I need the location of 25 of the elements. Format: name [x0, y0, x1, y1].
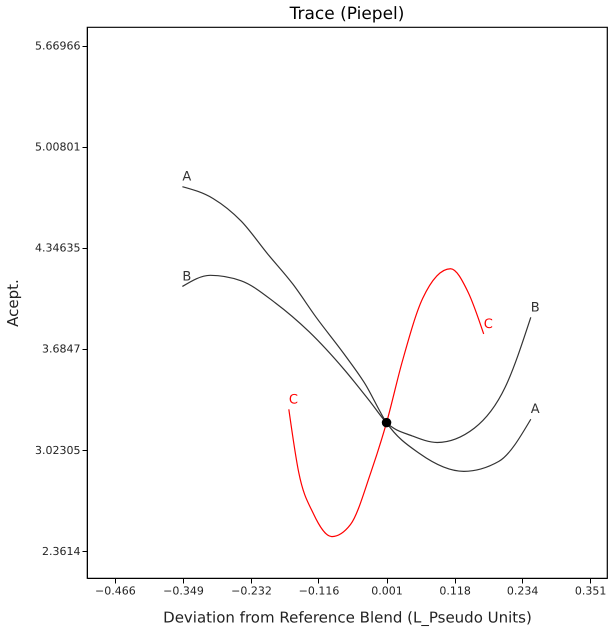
y-tick-label: 5.00801	[35, 140, 80, 154]
x-tick-label: −0.349	[163, 584, 204, 598]
chart-title: Trace (Piepel)	[288, 4, 404, 24]
text: C	[288, 392, 298, 408]
line-series	[182, 186, 532, 472]
x-tick-label: −0.232	[231, 584, 272, 598]
x-tick-label: −0.466	[95, 584, 136, 598]
y-tick-label: 3.6847	[42, 342, 80, 356]
y-tick-label: 2.3614	[42, 544, 80, 558]
x-axis-title: Deviation from Reference Blend (L_Pseudo Units)	[163, 608, 532, 626]
y-tick-label: 5.66966	[35, 39, 80, 52]
line-series	[288, 268, 484, 538]
x-tick-label: 0.118	[439, 584, 471, 598]
text: B	[530, 300, 540, 316]
text: A	[530, 402, 540, 418]
series-label: A	[182, 170, 192, 185]
series-label: B	[182, 269, 192, 284]
x-tick-label: 0.234	[506, 584, 538, 598]
x-tick-label: −0.116	[298, 584, 340, 598]
series-label: C	[484, 316, 493, 332]
y-tick-label: 3.02305	[35, 444, 80, 457]
x-tick-label: 0.351	[574, 584, 606, 598]
x-tick-label: 0.001	[371, 584, 403, 598]
y-tick-label: 4.34635	[35, 242, 80, 255]
y-axis-title: Acept.	[4, 279, 22, 327]
